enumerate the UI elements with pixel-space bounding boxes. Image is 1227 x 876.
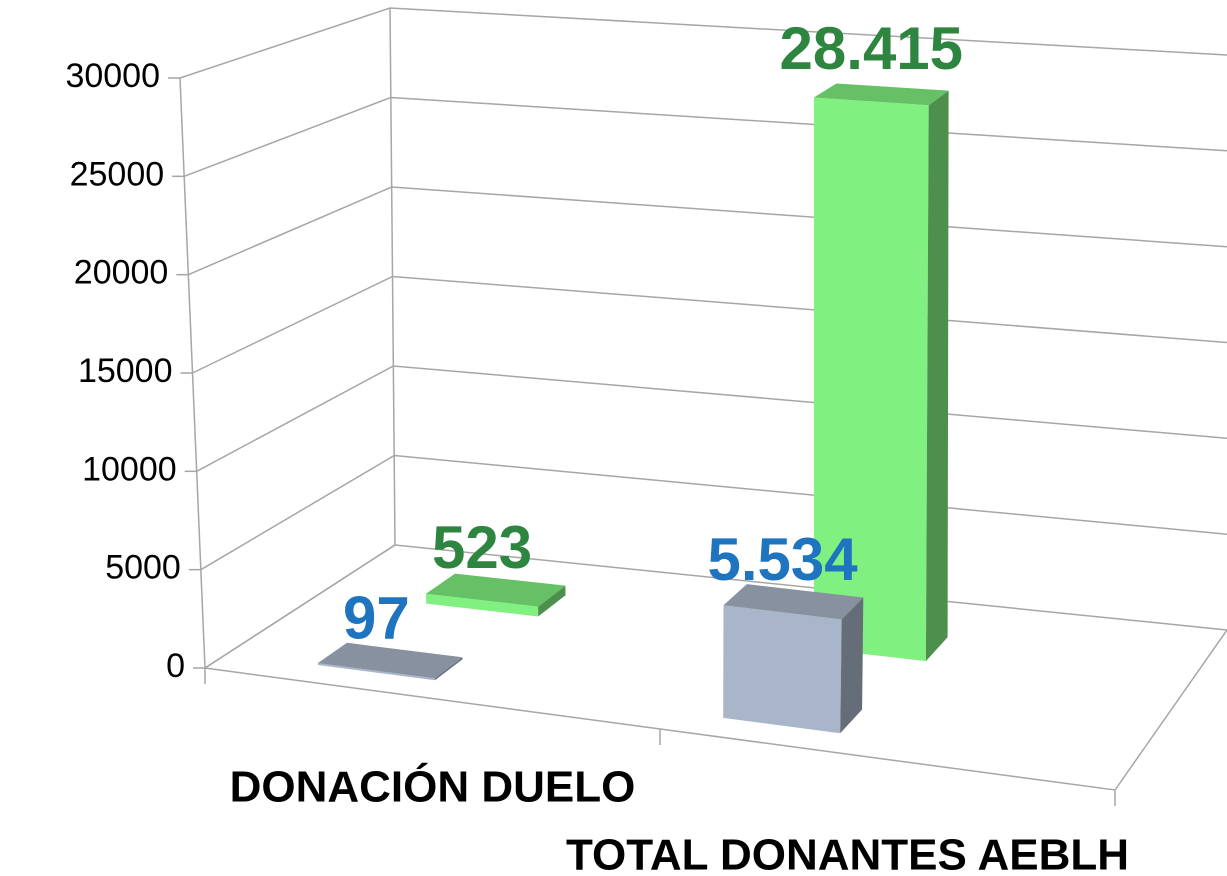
grid-line xyxy=(192,275,1227,374)
y-tick-label: 5000 xyxy=(105,549,181,587)
bar-top xyxy=(813,83,949,106)
value-label: 28.415 xyxy=(780,15,964,82)
grid-line xyxy=(183,96,1227,178)
y-tick-label: 25000 xyxy=(70,155,165,193)
y-tick-label: 20000 xyxy=(74,254,169,292)
bar-front xyxy=(723,605,842,734)
bar-side xyxy=(538,585,566,617)
value-label: 523 xyxy=(432,514,532,581)
y-axis xyxy=(179,77,206,669)
y-tick-label: 0 xyxy=(166,647,185,685)
value-label: 5.534 xyxy=(708,526,859,593)
back-edge xyxy=(389,7,396,546)
bar xyxy=(426,573,566,617)
bar-side xyxy=(434,657,463,681)
y-tick-label: 15000 xyxy=(78,352,173,390)
bar-top xyxy=(317,642,463,679)
bar-top xyxy=(723,584,864,620)
value-label: 97 xyxy=(343,585,410,652)
bar-front xyxy=(426,593,539,617)
bar-front xyxy=(813,97,929,662)
bar-side xyxy=(840,597,864,734)
bar-top xyxy=(426,573,566,607)
x-tick-label: DONACIÓN DUELO xyxy=(230,762,636,812)
y-tick-label: 30000 xyxy=(65,57,160,95)
x-tick-label: TOTAL DONANTES AEBLH xyxy=(566,831,1129,876)
grid-line xyxy=(188,186,1227,276)
y-tick-label: 10000 xyxy=(82,450,177,488)
bar xyxy=(813,83,949,662)
bar xyxy=(317,642,463,681)
bar-side xyxy=(925,90,949,662)
grid-line xyxy=(179,7,1227,79)
bar xyxy=(723,584,864,734)
bar-front xyxy=(317,663,435,681)
grid-line xyxy=(196,365,1227,472)
